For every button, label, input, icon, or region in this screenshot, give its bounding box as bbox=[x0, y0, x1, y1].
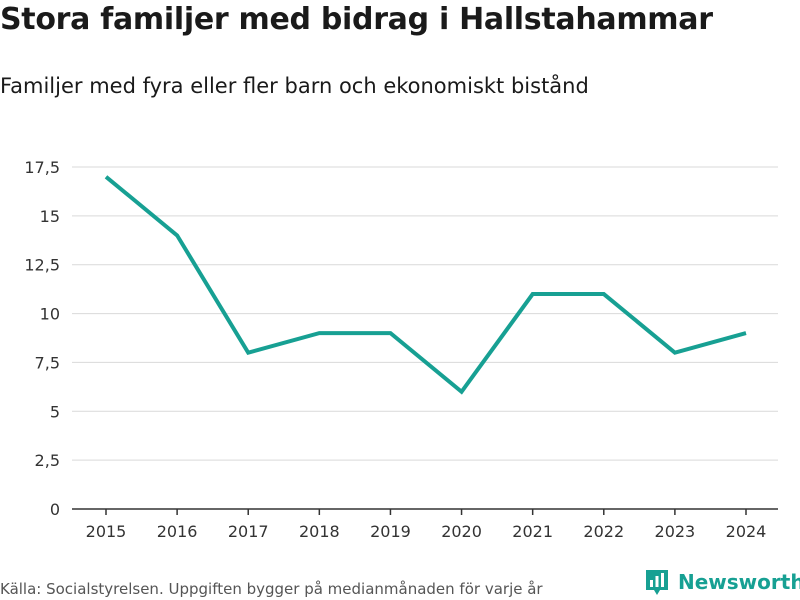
x-tick-label: 2019 bbox=[370, 522, 411, 541]
x-tick-label: 2016 bbox=[157, 522, 198, 541]
y-tick-label: 10 bbox=[40, 305, 60, 324]
newsworthy-logo-icon bbox=[646, 570, 668, 595]
gridlines bbox=[72, 166, 778, 461]
x-tick-label: 2023 bbox=[655, 522, 696, 541]
y-tick-label: 15 bbox=[40, 207, 60, 226]
chart-title: Stora familjer med bidrag i Hallstahamma… bbox=[0, 2, 713, 37]
y-tick-label: 5 bbox=[50, 402, 60, 421]
x-tick-label: 2020 bbox=[441, 522, 482, 541]
y-tick-label: 2,5 bbox=[35, 451, 60, 470]
series-lines bbox=[104, 175, 747, 395]
brand-name: Newsworthy bbox=[678, 570, 800, 594]
x-tick-label: 2018 bbox=[299, 522, 340, 541]
y-tick-label: 12,5 bbox=[24, 256, 60, 275]
source-note: Källa: Socialstyrelsen. Uppgiften bygger… bbox=[0, 580, 543, 598]
x-axis: 2015 2016 2017 2018 2019 2020 2021 2022 2023 2024 bbox=[72, 508, 778, 541]
y-axis-ticks: 0 2,5 5 7,5 10 12,5 15 17,5 bbox=[24, 158, 60, 519]
x-tick-label: 2021 bbox=[512, 522, 553, 541]
y-tick-label: 7,5 bbox=[35, 353, 60, 372]
x-tick-label: 2015 bbox=[86, 522, 127, 541]
chart-subtitle: Familjer med fyra eller fler barn och ek… bbox=[0, 74, 589, 98]
x-tick-label: 2022 bbox=[583, 522, 624, 541]
x-tick-label: 2024 bbox=[726, 522, 767, 541]
brand-logo: Newsworthy bbox=[644, 568, 800, 596]
series-line bbox=[104, 175, 747, 395]
y-tick-label: 17,5 bbox=[24, 158, 60, 177]
y-tick-label: 0 bbox=[50, 500, 60, 519]
x-tick-label: 2017 bbox=[228, 522, 269, 541]
